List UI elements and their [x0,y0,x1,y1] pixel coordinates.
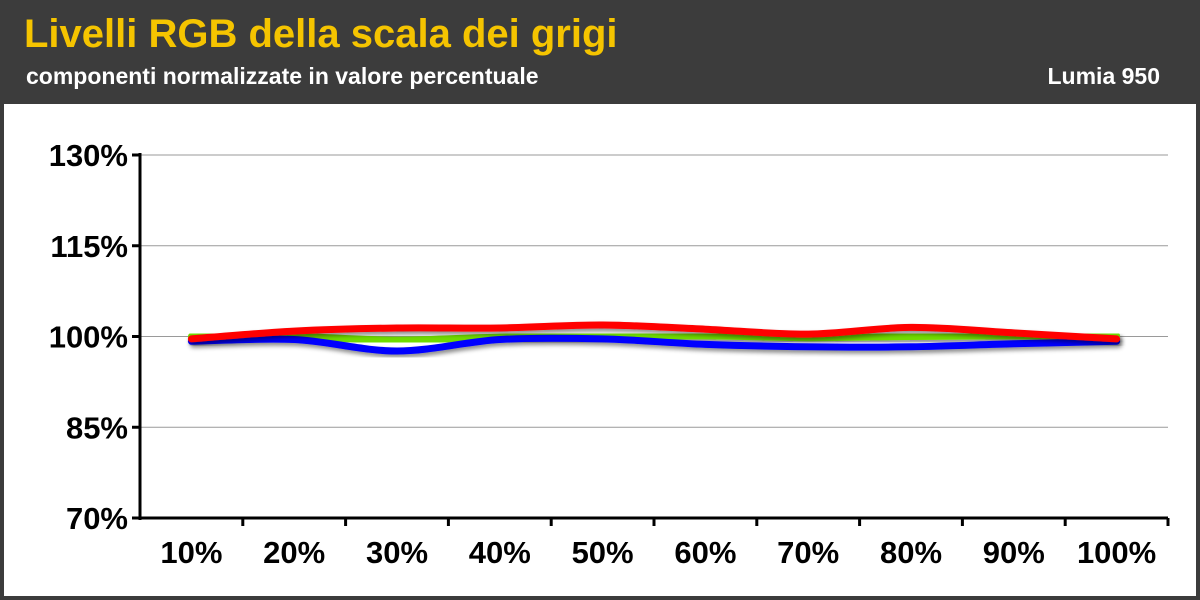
y-tick-label: 130% [49,138,128,173]
axes [132,153,1170,526]
y-tick-label: 85% [66,410,128,445]
x-tick-label: 50% [572,535,634,570]
y-tick-label: 100% [49,320,128,355]
series-line-1 [187,332,1121,344]
chart-title: Livelli RGB della scala dei grigi [24,12,618,56]
plot-panel: 70% 85% 100% 115% 130% 10% 20% 30% 40% 50% 60% 70% 8… [4,104,1196,596]
x-tick-label: 80% [880,535,942,570]
x-tick-label: 30% [366,535,428,570]
series-lines [187,321,1121,355]
tick-labels: 70% 85% 100% 115% 130% 10% 20% 30% 40% 50% 60% 70% 8… [49,138,1157,570]
y-tick-label: 70% [66,501,128,536]
line-chart: 70% 85% 100% 115% 130% 10% 20% 30% 40% 50% 60% 70% 8… [49,138,1170,570]
y-tick-label: 115% [50,229,128,264]
x-tick-label: 10% [160,535,222,570]
chart-subtitle: componenti normalizzate in valore percen… [26,63,539,89]
x-tick-label: 100% [1077,535,1156,570]
grid-lines [140,154,1168,428]
series-line-2 [187,334,1121,355]
series-line-3 [187,321,1121,343]
x-tick-label: 90% [983,535,1045,570]
x-tick-label: 70% [777,535,839,570]
x-tick-label: 20% [263,535,325,570]
device-label: Lumia 950 [1047,63,1161,89]
x-tick-label: 40% [469,535,531,570]
chart-header: Livelli RGB della scala dei grigi compon… [0,0,1200,104]
x-tick-label: 60% [674,535,736,570]
